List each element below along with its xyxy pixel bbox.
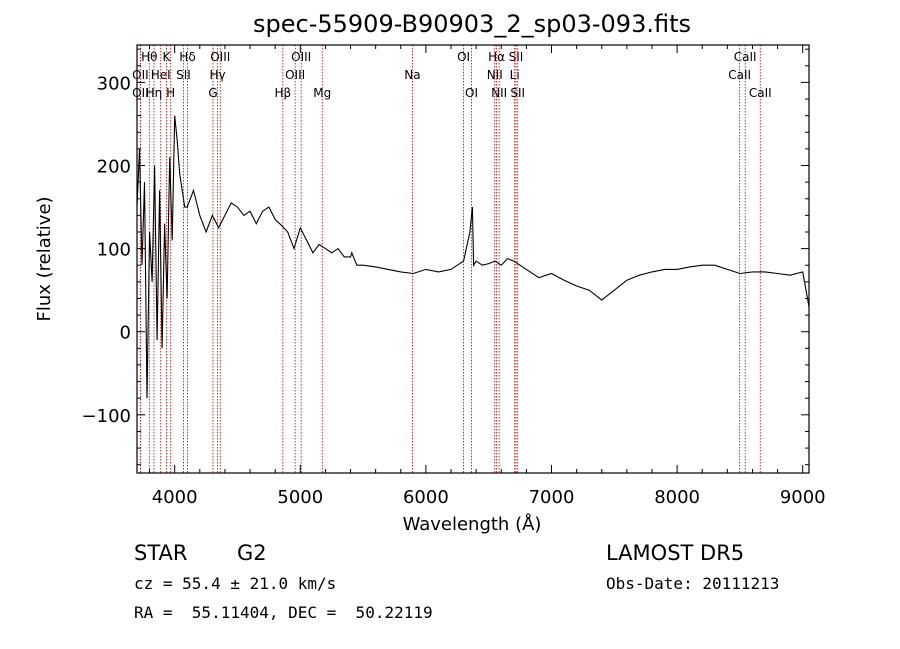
line-label: Hθ [141, 50, 157, 64]
line-label: OI [457, 50, 470, 64]
emission-lines: Hθ K Hδ OIII OIII OI Hα SII CaII OII HeI SII Hγ OIII N… [132, 45, 772, 473]
line-label: HeI [151, 68, 171, 82]
line-label: SII [509, 50, 524, 64]
x-tick-label: 4000 [152, 487, 198, 508]
survey-name: LAMOST DR5 [606, 541, 745, 565]
line-label: Li [510, 68, 520, 82]
line-label: Na [404, 68, 420, 82]
y-tick-label: 0 [120, 323, 131, 344]
x-tick-label: 7000 [529, 487, 575, 508]
x-tick-label: 9000 [780, 487, 826, 508]
line-label: G [208, 86, 217, 100]
y-tick-label: −100 [82, 406, 131, 427]
line-label: K [162, 50, 171, 64]
line-label: OII [132, 86, 149, 100]
x-tick-label: 5000 [277, 487, 323, 508]
line-label: Hα [488, 50, 505, 64]
line-label: SII [510, 86, 525, 100]
spectrum-layer [136, 115, 810, 399]
object-subclass: G2 [237, 541, 267, 565]
x-tick-label: 8000 [654, 487, 700, 508]
y-tick-label: 200 [97, 157, 131, 178]
coordinates: RA = 55.11404, DEC = 50.22119 [134, 603, 433, 622]
x-tick-label: 6000 [403, 487, 449, 508]
x-axis-label: Wavelength (Å) [403, 513, 542, 535]
chart-title: spec-55909-B90903_2_sp03-093.fits [253, 10, 691, 38]
line-label: Mg [313, 86, 331, 100]
y-tick-label: 300 [97, 73, 131, 94]
line-label: Hβ [274, 86, 291, 100]
y-tick-label: 100 [97, 240, 131, 261]
plot-frame [136, 44, 810, 474]
line-label: NII [487, 68, 503, 82]
line-label: OIII [291, 50, 311, 64]
spectrum-line [136, 115, 810, 399]
line-label: OI [465, 86, 478, 100]
line-label: OIII [210, 50, 230, 64]
line-label: OIII [285, 68, 305, 82]
redshift-velocity: cz = 55.4 ± 21.0 km/s [134, 574, 337, 593]
x-ticks: 4000 5000 6000 7000 8000 9000 [149, 45, 826, 508]
line-label: CaII [734, 50, 757, 64]
y-ticks: −100 0 100 200 300 [82, 48, 809, 466]
line-label: CaII [749, 86, 772, 100]
object-class: STAR [134, 541, 188, 565]
line-label: SII [176, 68, 191, 82]
line-label: Hγ [209, 68, 225, 82]
line-label: Hη [146, 86, 163, 100]
line-label: CaII [728, 68, 751, 82]
line-label: Hδ [179, 50, 195, 64]
line-label: H [166, 86, 175, 100]
y-axis-label: Flux (relative) [34, 196, 55, 321]
observation-date: Obs-Date: 20111213 [606, 574, 780, 593]
line-label: NII [491, 86, 507, 100]
